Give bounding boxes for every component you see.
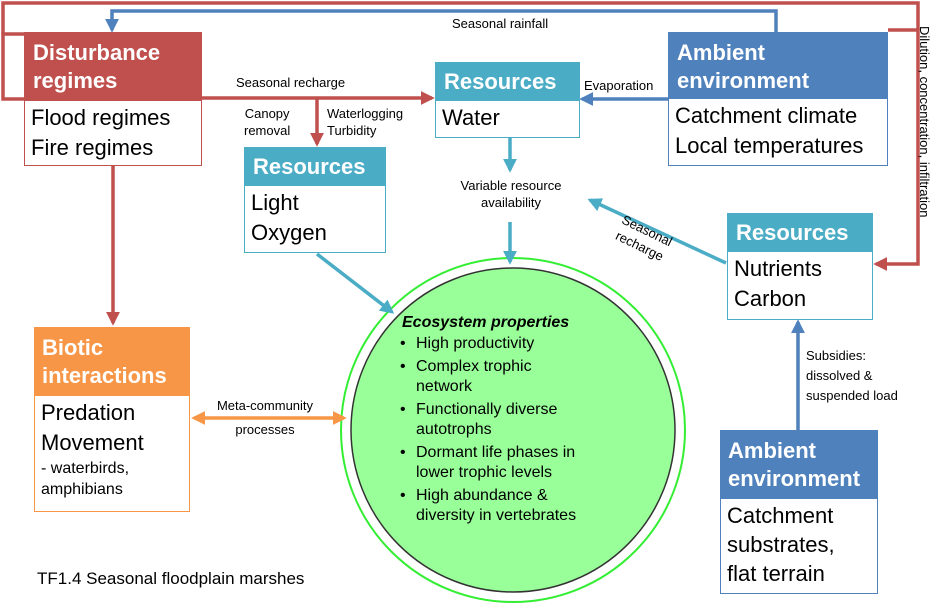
- arrow-dilution-right: [873, 28, 920, 271]
- disturbance-item-flood: Flood regimes: [31, 105, 171, 130]
- label-evaporation: Evaporation: [584, 78, 654, 93]
- ambient-top-item-temperatures: Local temperatures: [675, 133, 864, 158]
- figure-caption: TF1.4 Seasonal floodplain marshes: [37, 569, 305, 588]
- disturbance-regimes-box: Disturbance regimes Flood regimes Fire r…: [24, 32, 202, 166]
- ecosystem-property-item: High productivity: [400, 334, 630, 354]
- ambient-bottom-title-line1: Ambient: [728, 438, 816, 463]
- biotic-title-line1: Biotic: [42, 335, 104, 360]
- resources-water-item: Water: [442, 105, 500, 130]
- arrow-nutrients-variable: [587, 198, 727, 265]
- label-seasonal-rainfall: Seasonal rainfall: [452, 16, 549, 31]
- biotic-item-movement: Movement: [41, 430, 144, 455]
- resources-nutrients-item-nutrients: Nutrients: [734, 256, 823, 281]
- ecosystem-property-item: Functionally diverse autotrophs: [400, 400, 630, 440]
- ambient-top-title-line2: environment: [677, 68, 810, 93]
- resources-nutrients-box: Resources Nutrients Carbon: [727, 213, 873, 320]
- biotic-item-waterbirds: - waterbirds,: [41, 460, 130, 477]
- biotic-item-amphibians: amphibians: [41, 481, 123, 498]
- resources-light-title: Resources: [245, 148, 385, 186]
- ambient-bottom-item-catchment: Catchment: [727, 503, 834, 528]
- label-waterlogging-turbidity: Waterlogging Turbidity: [327, 106, 404, 138]
- ecosystem-properties-list: High productivity Complex trophic networ…: [400, 334, 630, 526]
- disturbance-item-fire: Fire regimes: [31, 135, 154, 160]
- ambient-top-item-climate: Catchment climate: [675, 103, 858, 128]
- label-meta-community: Meta-community processes: [216, 398, 314, 437]
- resources-water-title: Resources: [436, 63, 579, 101]
- ambient-bottom-item-substrates: substrates,: [727, 532, 835, 557]
- ambient-bottom-item-terrain: flat terrain: [727, 561, 825, 586]
- ecosystem-property-item: Complex trophic network: [400, 357, 630, 397]
- biotic-title-line2: interactions: [42, 363, 167, 388]
- arrow-light-ecosystem: [315, 252, 395, 314]
- ambient-environment-top-box: Ambient environment Catchment climate Lo…: [668, 32, 888, 166]
- resources-light-item-oxygen: Oxygen: [251, 220, 327, 245]
- ambient-bottom-title-line2: environment: [728, 466, 861, 491]
- ecosystem-properties-title: Ecosystem properties: [402, 314, 570, 331]
- disturbance-title-line2: regimes: [33, 68, 118, 93]
- resources-light-box: Resources Light Oxygen: [244, 147, 386, 253]
- disturbance-regimes-header: Disturbance regimes: [25, 33, 201, 101]
- arrow-seasonal-rainfall: [105, 9, 778, 33]
- ecosystem-property-item: Dormant life phases in lower trophic lev…: [400, 443, 630, 483]
- resources-nutrients-title: Resources: [728, 214, 872, 252]
- resources-light-item-light: Light: [251, 190, 299, 215]
- ecosystem-property-item: High abundance & diversity in vertebrate…: [400, 486, 630, 526]
- disturbance-title-line1: Disturbance: [33, 40, 161, 65]
- resources-water-box: Resources Water: [435, 62, 580, 138]
- label-variable-resource: Variable resource availability: [460, 178, 562, 210]
- biotic-item-predation: Predation: [41, 400, 136, 425]
- arrow-dilution-top: [1, 1, 920, 34]
- label-dilution: Dilution, concentration, infiltration: [917, 26, 931, 218]
- ecosystem-properties-text: Ecosystem properties High productivity C…: [400, 312, 630, 529]
- label-subsidies: Subsidies: dissolved & suspended load: [806, 348, 898, 403]
- label-canopy-removal: Canopy removal: [244, 106, 291, 138]
- biotic-interactions-box: Biotic interactions Predation Movement -…: [34, 327, 190, 512]
- resources-nutrients-item-carbon: Carbon: [734, 286, 807, 311]
- ambient-top-title-line1: Ambient: [677, 40, 765, 65]
- ambient-environment-bottom-box: Ambient environment Catchment substrates…: [720, 430, 878, 594]
- label-seasonal-recharge-top: Seasonal recharge: [236, 75, 346, 90]
